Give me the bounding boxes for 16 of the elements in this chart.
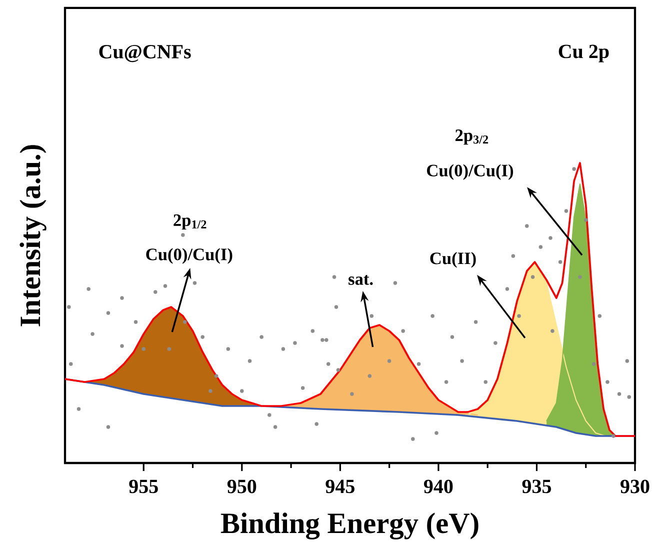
text: Cu 2p	[558, 44, 609, 62]
annotation: Cu(0)/Cu(I)	[427, 164, 514, 180]
text: 2p$_{3/2}$	[455, 129, 488, 145]
annotation: 2p$_{1/2}$	[174, 214, 206, 230]
annotation: Cu(II)	[430, 252, 476, 268]
text: Cu@CNFs	[99, 44, 191, 62]
annotation: sat.	[348, 274, 373, 285]
x-tick-label: 950	[227, 480, 256, 494]
y-axis-title: Intensity (a.u.)	[20, 145, 46, 326]
x-tick-label: 940	[424, 480, 453, 494]
annotation: Cu(0)/Cu(I)	[146, 248, 232, 264]
x-axis-title: Binding Energy (eV)	[220, 512, 478, 540]
x-tick-label: 945	[326, 480, 354, 494]
x-tick-label: 930	[620, 480, 650, 494]
x-tick-label: 955	[129, 480, 158, 494]
x-tick-label: 935	[522, 480, 551, 494]
